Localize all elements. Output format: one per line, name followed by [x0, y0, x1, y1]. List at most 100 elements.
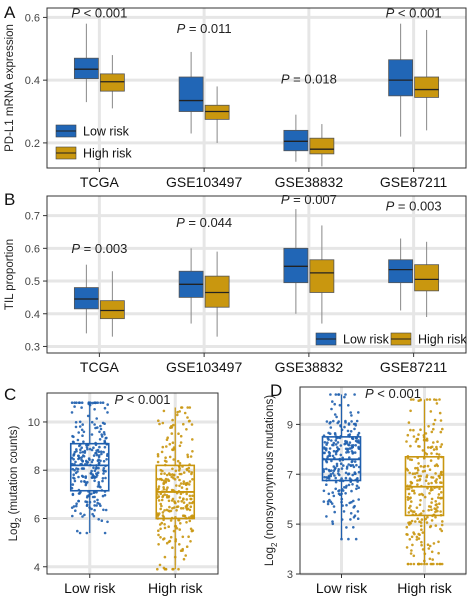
box-low-risk — [178, 248, 204, 324]
data-point — [440, 443, 444, 446]
data-point — [102, 459, 106, 463]
data-point — [165, 496, 169, 499]
data-point — [163, 555, 167, 559]
data-point — [418, 478, 421, 482]
data-point — [347, 404, 350, 407]
data-point — [410, 549, 413, 552]
data-point — [352, 516, 356, 519]
data-point — [93, 408, 96, 411]
data-point — [353, 427, 356, 431]
box-high-risk — [414, 241, 440, 318]
data-point — [419, 474, 423, 478]
data-point — [83, 451, 87, 454]
data-point — [94, 426, 97, 430]
data-point — [334, 439, 338, 442]
data-point — [188, 406, 192, 409]
data-point — [441, 520, 444, 523]
data-point — [90, 507, 93, 511]
data-point — [343, 425, 346, 429]
data-point — [93, 479, 96, 483]
x-tick-label: GSE38832 — [275, 174, 344, 190]
data-point — [173, 500, 176, 503]
p-symbol: P — [71, 5, 80, 20]
data-point — [178, 461, 182, 465]
data-point — [344, 476, 348, 480]
data-point — [435, 447, 439, 451]
data-point — [326, 502, 330, 506]
data-point — [157, 499, 161, 502]
data-point — [74, 509, 77, 512]
y-axis-title: Log2 (mutation counts) — [8, 425, 23, 541]
data-point — [101, 479, 104, 483]
y-axis-title-sub: 2 — [270, 542, 279, 547]
data-point — [330, 439, 333, 442]
data-point — [170, 488, 174, 492]
data-point — [78, 420, 82, 424]
data-point — [433, 507, 437, 510]
data-point — [434, 503, 438, 507]
data-point — [157, 529, 160, 532]
data-point — [191, 438, 194, 441]
data-point — [428, 525, 432, 529]
box-high-risk — [155, 406, 196, 571]
y-tick-label: 0.6 — [25, 243, 40, 255]
data-point — [323, 446, 326, 449]
data-point — [437, 493, 441, 496]
data-point — [156, 460, 160, 464]
data-point — [86, 414, 90, 418]
data-point — [408, 458, 412, 461]
data-point — [87, 457, 91, 460]
p-symbol: P — [71, 241, 80, 256]
data-point — [432, 441, 435, 444]
data-point — [328, 469, 331, 473]
data-point — [357, 411, 360, 414]
data-point — [102, 431, 106, 434]
data-point — [322, 500, 326, 503]
data-point — [413, 476, 417, 479]
data-point — [90, 460, 94, 464]
data-point — [331, 522, 335, 526]
data-point — [185, 428, 188, 431]
data-point — [164, 456, 167, 460]
data-point — [430, 501, 433, 504]
data-point — [420, 528, 423, 531]
y-axis-title-rest: (nonsynonymous mutations) — [264, 395, 276, 543]
data-point — [99, 427, 103, 431]
data-point — [325, 467, 328, 471]
data-point — [178, 543, 181, 546]
data-point — [347, 537, 350, 541]
data-point — [178, 444, 182, 448]
data-point — [437, 551, 440, 555]
data-point — [169, 426, 172, 430]
data-point — [356, 517, 360, 520]
box-low-risk — [388, 238, 414, 311]
data-point — [347, 422, 351, 425]
data-point — [182, 501, 186, 504]
data-point — [351, 444, 355, 447]
data-point — [435, 562, 439, 566]
data-point — [344, 486, 348, 489]
data-point — [182, 497, 185, 501]
data-point — [410, 519, 414, 523]
data-point — [330, 407, 333, 411]
box-high-risk — [414, 29, 440, 131]
data-point — [83, 513, 86, 517]
data-point — [169, 535, 173, 539]
data-point — [91, 512, 94, 516]
data-point — [430, 508, 433, 512]
data-point — [91, 401, 94, 405]
data-point — [325, 515, 328, 518]
p-rest: = 0.018 — [290, 71, 337, 86]
data-point — [332, 494, 336, 498]
data-point — [336, 441, 340, 444]
data-point — [332, 505, 336, 508]
data-point — [186, 406, 189, 409]
data-point — [169, 509, 173, 513]
y-tick-label: 4 — [34, 562, 40, 574]
data-point — [179, 492, 183, 496]
data-point — [177, 500, 180, 503]
data-point — [417, 462, 420, 465]
data-point — [101, 401, 105, 405]
box-iqr — [414, 76, 440, 98]
data-point — [185, 487, 189, 491]
